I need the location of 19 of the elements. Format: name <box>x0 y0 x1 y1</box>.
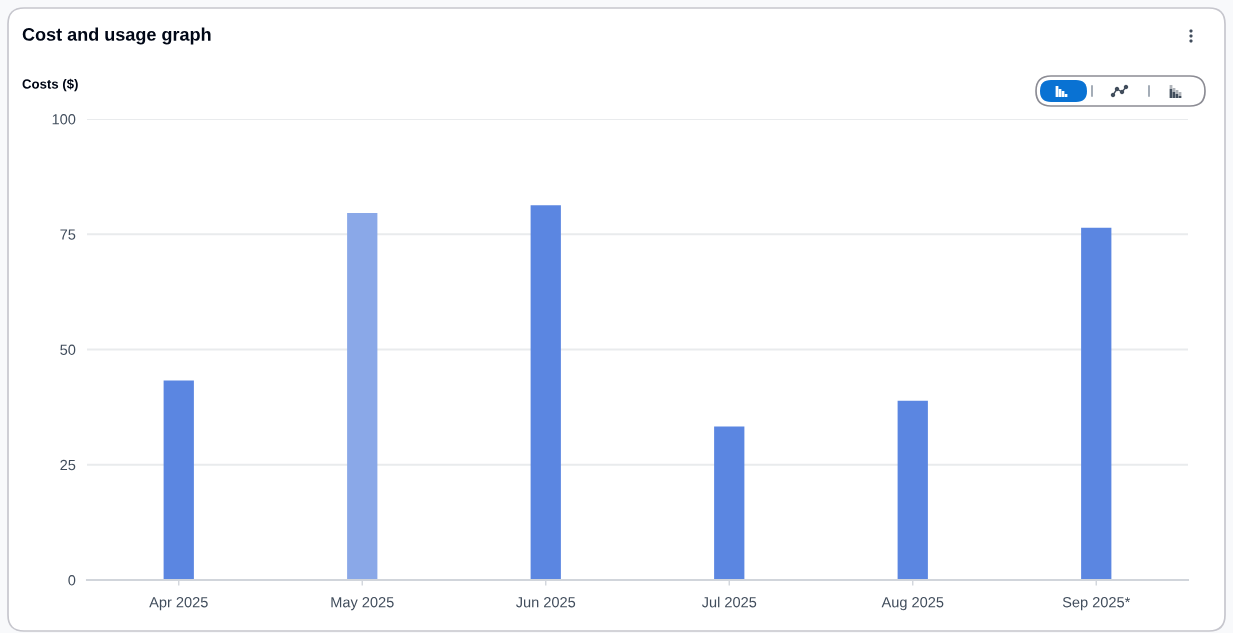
y-tick-label: 25 <box>60 459 76 471</box>
bar <box>897 400 928 580</box>
y-tick-label: 0 <box>68 575 76 586</box>
x-tick-label: Aug 2025 <box>881 597 944 611</box>
y-tick-label: 50 <box>60 344 76 355</box>
chart-title: Cost and usage graph <box>22 27 211 45</box>
x-tick-label: Jun 2025 <box>515 597 576 608</box>
y-tick-label: 100 <box>52 114 76 125</box>
bar <box>163 380 194 580</box>
bar <box>1081 227 1112 580</box>
bar <box>714 426 745 580</box>
x-tick-label: Jul 2025 <box>701 596 757 608</box>
bar <box>530 205 561 580</box>
x-tick-label: Sep 2025* <box>1062 597 1131 611</box>
x-tick-label: Apr 2025 <box>149 597 208 611</box>
y-tick-label: 75 <box>60 229 76 240</box>
y-axis-title: Costs ($) <box>22 78 78 92</box>
bar <box>347 213 378 580</box>
x-tick-label: May 2025 <box>331 597 394 611</box>
